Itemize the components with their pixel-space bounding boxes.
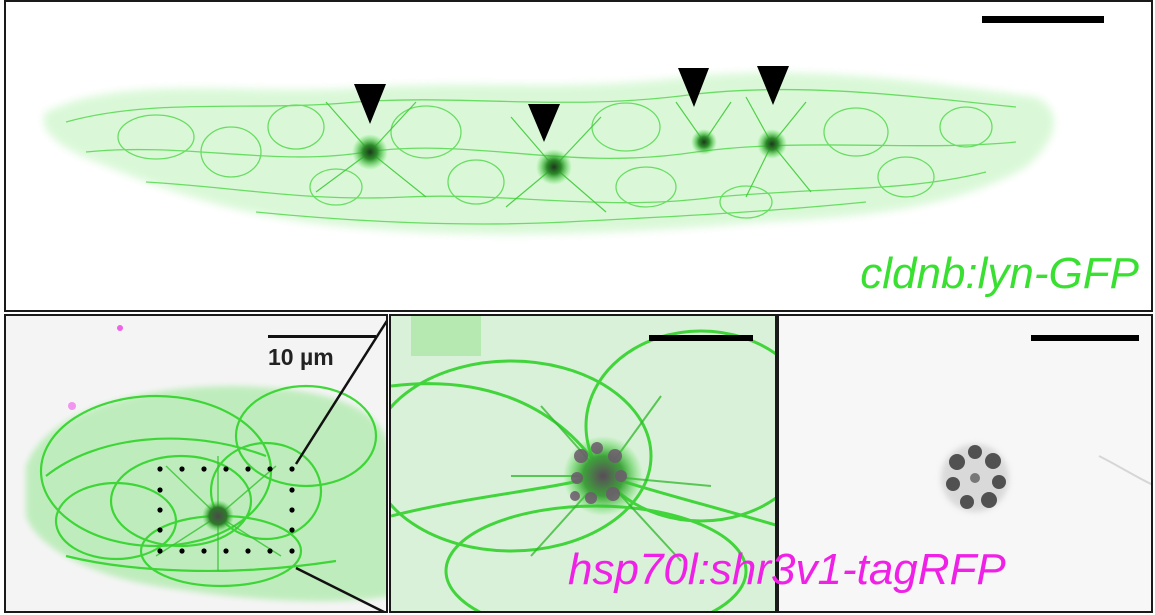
arrowhead-marker — [528, 104, 560, 142]
rfp-speck — [117, 325, 123, 331]
dotted-roi-box — [157, 466, 295, 554]
rosette-centers — [352, 129, 787, 185]
green-tile — [411, 316, 481, 356]
zoom-merged-image — [391, 316, 775, 611]
zoom-connector-bottom — [295, 566, 385, 611]
rfp-speck — [68, 402, 76, 410]
zoom-connector-top — [294, 319, 386, 465]
rosette-overview-image — [26, 319, 386, 611]
faint-signal — [1098, 455, 1151, 486]
zoom-rfp-image — [941, 335, 1151, 512]
rosette-overview-panel: 10 µm — [4, 314, 388, 613]
scale-bar — [982, 16, 1104, 23]
arrowhead-marker — [757, 66, 789, 105]
rosette-center — [202, 500, 234, 532]
primordium-overview-image — [43, 16, 1104, 235]
arrowhead-marker — [354, 84, 386, 124]
cell-cluster-glow — [26, 386, 386, 602]
zoom-rfp-panel — [777, 314, 1153, 613]
zoom-merged-panel — [389, 314, 777, 613]
scale-bar — [649, 335, 753, 341]
hsp70l-shr3v1-tagrfp-label: hsp70l:shr3v1-tagRFP — [568, 545, 1006, 594]
primordium-overview-panel: cldnb:lyn-GFP — [4, 0, 1153, 312]
cell-membranes — [39, 384, 378, 588]
scale-bar — [268, 335, 376, 338]
arrowhead-marker — [678, 68, 709, 107]
scale-bar-label: 10 µm — [268, 344, 334, 370]
rfp-puncta — [570, 442, 627, 504]
rfp-puncta — [946, 445, 1006, 509]
cldnb-lyn-gfp-label: cldnb:lyn-GFP — [860, 249, 1139, 298]
scale-bar — [1031, 335, 1139, 341]
